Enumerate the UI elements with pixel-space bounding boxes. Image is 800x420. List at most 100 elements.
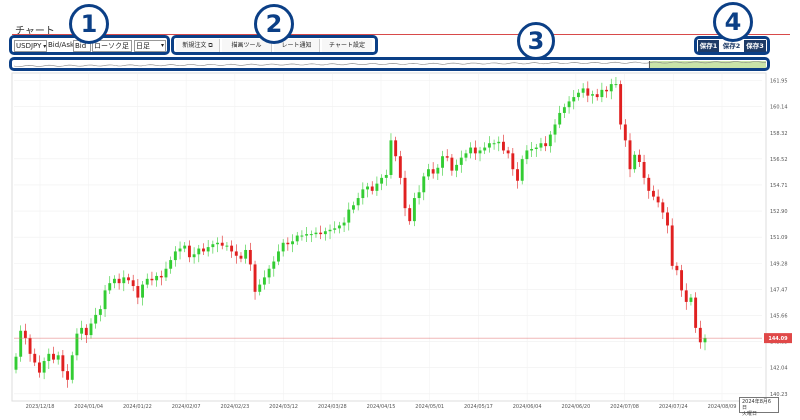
y-tick-label: 149.28: [770, 261, 788, 267]
symbol-select[interactable]: USDJPY ▾: [14, 40, 47, 52]
candle-body: [684, 290, 688, 302]
candle-body: [473, 147, 477, 154]
save2-button[interactable]: 保存2: [721, 40, 742, 52]
candle-body: [530, 149, 534, 151]
candle-body: [605, 89, 609, 92]
y-axis: 161.95 160.14 158.32 156.52 154.71 152.90 151.…: [764, 78, 792, 398]
y-tick-label: 160.14: [770, 105, 788, 111]
candle-body: [300, 235, 304, 237]
candle-body: [202, 248, 205, 252]
candle-body: [455, 164, 459, 171]
new-order-label: 新規注文: [182, 42, 207, 49]
candle-body: [525, 150, 529, 160]
chart-settings-button[interactable]: チャート設定: [322, 39, 372, 52]
candle-body: [637, 154, 641, 162]
x-tick-label: 2024/06/20: [561, 404, 590, 410]
callout-1: 1: [69, 4, 109, 44]
candle-body: [112, 278, 116, 284]
y-tick-label: 154.71: [770, 183, 788, 189]
x-tick-label: 2024/05/01: [415, 404, 444, 410]
candle-body: [328, 229, 332, 232]
y-tick-label: 142.04: [770, 366, 788, 372]
candle-body: [333, 228, 337, 230]
candle-body: [520, 159, 524, 181]
candle-body: [206, 247, 210, 252]
candle-body: [492, 143, 496, 145]
chart-type-select[interactable]: ローソク足 ▾: [92, 40, 132, 52]
candle-body: [689, 297, 693, 302]
candle-body: [352, 205, 355, 210]
plot-frame: [11, 72, 767, 402]
candle-body: [127, 277, 130, 281]
timeframe-select[interactable]: 日足 ▾: [134, 40, 166, 52]
candle-body: [680, 270, 684, 291]
candle-body: [595, 94, 599, 98]
chevron-down-icon: ▾: [160, 42, 164, 49]
candle-body: [28, 337, 32, 354]
save3-button[interactable]: 保存3: [744, 40, 766, 52]
candle-body: [586, 88, 590, 96]
candle-body: [225, 245, 229, 247]
candle-body: [576, 92, 580, 98]
drawing-tools-button[interactable]: 描画ツール: [222, 39, 272, 52]
candle-body: [469, 147, 473, 154]
save2-label: 保存2: [722, 42, 741, 50]
candle-body: [155, 275, 159, 281]
candle-body: [253, 264, 257, 292]
candle-body: [281, 242, 285, 252]
candle-body: [694, 297, 698, 328]
candle-body: [628, 140, 632, 170]
candle-body: [572, 97, 576, 102]
candle-body: [80, 327, 84, 334]
candle-body: [450, 157, 454, 171]
new-order-button[interactable]: 新規注文 ⧉: [176, 39, 220, 52]
candle-body: [445, 156, 449, 158]
candle-body: [173, 251, 177, 261]
candle-body: [666, 212, 669, 226]
candle-body: [37, 362, 41, 373]
candle-body: [337, 225, 341, 229]
candle-body: [286, 242, 290, 245]
candle-body: [553, 124, 557, 135]
y-tick-label: 145.66: [770, 313, 788, 319]
save1-label: 保存1: [699, 42, 718, 50]
candle-body: [478, 150, 482, 154]
candle-body: [614, 84, 618, 86]
navigator-window: [649, 61, 766, 68]
candle-body: [516, 169, 519, 181]
candle-body: [417, 192, 421, 199]
x-tick-label: 2024/05/17: [464, 404, 493, 410]
candle-body: [131, 280, 135, 287]
candle-body: [70, 355, 74, 380]
candle-body: [506, 150, 510, 154]
date-tooltip-weekday: 火曜日: [742, 411, 758, 417]
candle-body: [436, 167, 440, 174]
candle-body: [314, 232, 318, 235]
x-tick-label: 2024/06/04: [513, 404, 542, 410]
candle-body: [623, 124, 627, 141]
chart-settings-label: チャート設定: [329, 42, 365, 49]
price-side-value: Bid: [75, 42, 87, 50]
candle-body: [403, 177, 407, 209]
rate-alert-button[interactable]: レート通知: [274, 39, 320, 52]
candle-body: [511, 153, 515, 170]
candle-body: [277, 251, 280, 262]
y-tick-label: 156.52: [770, 157, 788, 163]
candle-body: [192, 254, 196, 258]
x-tick-label: 2024/01/22: [123, 404, 152, 410]
navigator-strip: [13, 61, 767, 68]
save1-button[interactable]: 保存1: [698, 40, 719, 52]
candle-body: [600, 89, 604, 98]
candle-body: [145, 278, 149, 285]
candle-body: [98, 309, 102, 315]
candle-body: [14, 356, 18, 370]
candle-body: [647, 177, 651, 191]
candle-body: [441, 156, 444, 168]
candle-body: [295, 235, 299, 242]
candle-body: [581, 88, 585, 93]
candle-body: [230, 245, 234, 252]
callout-2: 2: [254, 4, 294, 44]
candle-body: [398, 156, 402, 178]
header-divider: [12, 34, 790, 35]
